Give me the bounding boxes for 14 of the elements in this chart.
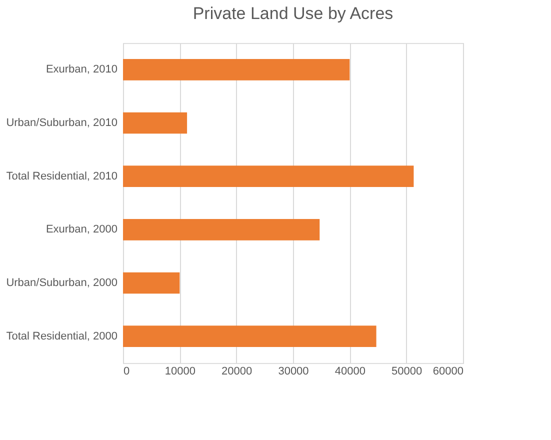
x-tick-label: 10000 xyxy=(164,366,196,378)
y-tick-label: Exurban, 2010 xyxy=(46,64,118,76)
chart-title: Private Land Use by Acres xyxy=(192,4,394,23)
x-tick-label: 20000 xyxy=(222,366,252,378)
y-tick-label: Urban/Suburban, 2000 xyxy=(6,277,118,289)
y-tick-label: Exurban, 2000 xyxy=(46,224,118,236)
x-tick-label: 40000 xyxy=(334,366,366,378)
y-tick-label: Total Residential, 2000 xyxy=(6,330,118,342)
y-tick-label: Urban/Suburban, 2010 xyxy=(6,117,118,129)
x-tick-label: 60000 xyxy=(432,366,464,378)
y-tick-label: Total Residential, 2010 xyxy=(6,170,118,182)
x-tick-label: 50000 xyxy=(392,366,422,378)
x-tick-label: 30000 xyxy=(278,366,309,378)
x-tick-label: 0 xyxy=(124,366,130,378)
